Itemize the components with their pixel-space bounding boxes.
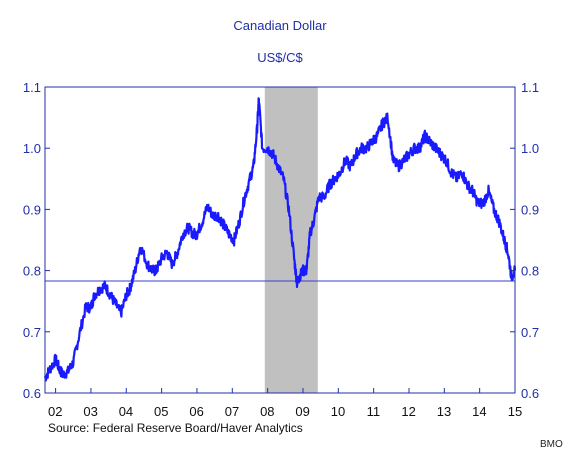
y-tick-label-left: 1.1 [23,80,41,95]
y-tick-label-left: 0.6 [23,386,41,401]
x-tick-label: 02 [48,404,62,419]
x-tick-label: 04 [119,404,133,419]
y-tick-label-left: 0.9 [23,202,41,217]
y-tick-label-left: 1.0 [23,141,41,156]
y-tick-label-right: 1.0 [521,141,539,156]
y-tick-label-left: 0.7 [23,325,41,340]
x-tick-label: 14 [472,404,486,419]
x-tick-label: 08 [260,404,274,419]
x-tick-label: 15 [508,404,522,419]
series-line [43,97,517,382]
y-tick-label-right: 0.8 [521,264,539,279]
x-tick-label: 10 [331,404,345,419]
chart-subtitle: US$/C$ [257,50,303,65]
source-note: Source: Federal Reserve Board/Haver Anal… [48,421,303,435]
x-tick-label: 11 [367,404,381,419]
chart-title: Canadian Dollar [233,18,327,33]
x-tick-label: 13 [437,404,451,419]
x-tick-label: 05 [154,404,168,419]
x-tick-label: 12 [401,404,415,419]
credit-label: BMO [540,439,563,450]
x-tick-label: 07 [225,404,239,419]
y-tick-label-right: 0.6 [521,386,539,401]
plot-frame [44,86,516,394]
y-tick-label-right: 1.1 [521,80,539,95]
y-tick-label-left: 0.8 [23,264,41,279]
y-tick-label-right: 0.9 [521,202,539,217]
series-layer [43,97,517,382]
x-tick-label: 03 [83,404,97,419]
y-tick-label-right: 0.7 [521,325,539,340]
x-tick-label: 06 [189,404,203,419]
x-tick-label: 09 [295,404,309,419]
axis-layer: 0.6 0.6 0.7 0.7 0.8 0.8 0.9 0.9 1.0 1.0 1.1 1.1 02 03… [23,80,539,419]
